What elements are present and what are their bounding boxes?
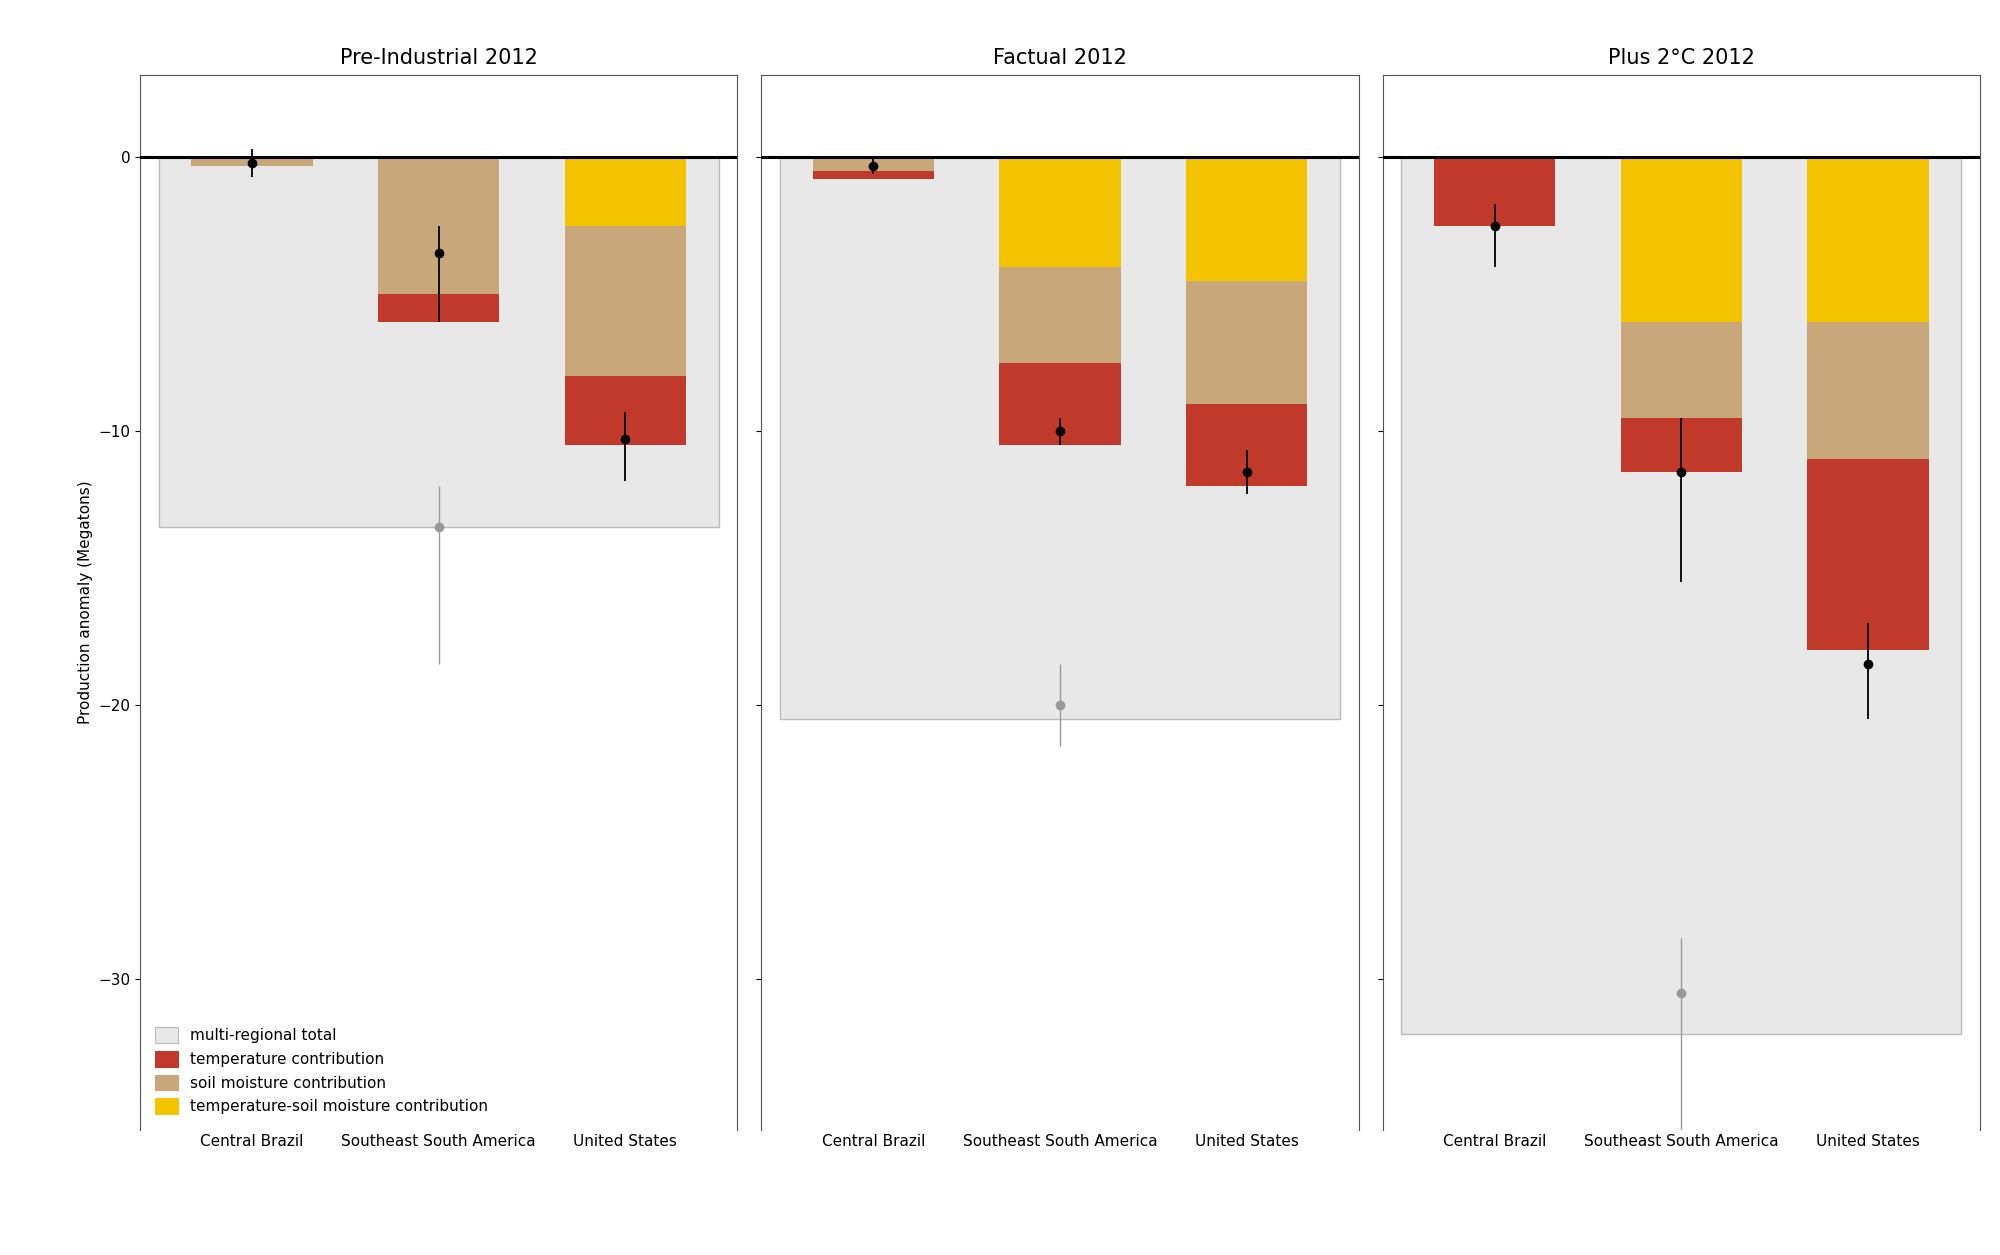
Bar xyxy=(780,157,1340,719)
Bar xyxy=(812,157,934,171)
Bar xyxy=(378,295,500,321)
Bar xyxy=(1434,157,1556,226)
Bar xyxy=(1000,157,1120,267)
Legend: multi-regional total, temperature contribution, soil moisture contribution, temp: multi-regional total, temperature contri… xyxy=(148,1020,496,1122)
Y-axis label: Production anomaly (Megatons): Production anomaly (Megatons) xyxy=(78,481,92,724)
Bar xyxy=(1000,267,1120,363)
Bar xyxy=(564,157,686,226)
Bar xyxy=(378,157,500,295)
Bar xyxy=(1620,321,1742,418)
Bar xyxy=(1186,157,1308,281)
Bar xyxy=(1186,404,1308,486)
Bar xyxy=(1000,363,1120,446)
Title: Pre-Industrial 2012: Pre-Industrial 2012 xyxy=(340,48,538,68)
Bar xyxy=(1808,458,1928,650)
Bar xyxy=(158,157,718,527)
Bar xyxy=(812,171,934,179)
Title: Plus 2°C 2012: Plus 2°C 2012 xyxy=(1608,48,1754,68)
Bar xyxy=(1620,418,1742,472)
Bar xyxy=(564,376,686,446)
Bar xyxy=(1808,157,1928,321)
Title: Factual 2012: Factual 2012 xyxy=(994,48,1126,68)
Bar xyxy=(192,157,312,166)
Bar xyxy=(1186,281,1308,404)
Bar xyxy=(1620,157,1742,321)
Bar xyxy=(1808,321,1928,458)
Bar xyxy=(1402,157,1962,1034)
Bar xyxy=(564,226,686,376)
